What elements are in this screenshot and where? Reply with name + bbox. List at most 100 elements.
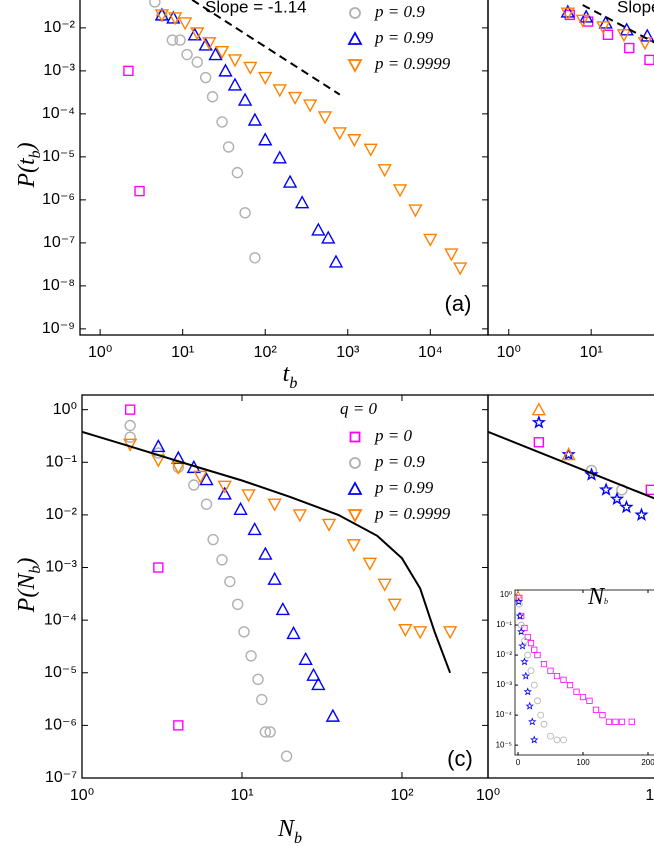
marker-triangle <box>171 450 186 464</box>
marker-triangle-down <box>442 626 458 640</box>
marker-triangle <box>578 9 594 23</box>
marker-star <box>520 657 529 666</box>
x-tick-label: 10⁰ <box>70 787 94 804</box>
y-tick-label: 10⁻⁶ <box>44 717 77 734</box>
marker-triangle <box>258 546 273 560</box>
legend-label: p = 0.9999 <box>374 54 451 73</box>
marker-star <box>619 499 634 514</box>
marker-triangle <box>294 195 310 209</box>
marker-triangle-down <box>243 61 258 75</box>
marker-circle <box>207 533 219 546</box>
marker-square <box>123 65 134 77</box>
fit-line <box>582 4 654 44</box>
y-tick-label: 10⁻⁵ <box>42 148 75 165</box>
marker-circle <box>553 736 561 744</box>
y-axis-label-sub: b <box>27 566 44 574</box>
marker-triangle <box>560 4 575 18</box>
marker-square <box>573 688 580 695</box>
marker-star <box>530 735 539 744</box>
marker-square <box>624 42 635 54</box>
marker-triangle <box>247 521 262 536</box>
panel: 10⁰10¹10²Slope = -1.14 <box>487 0 654 361</box>
marker-square <box>628 718 635 725</box>
marker-square <box>524 633 531 641</box>
marker-square <box>124 404 136 415</box>
marker-circle <box>224 575 236 588</box>
marker-circle <box>349 457 361 469</box>
plot-area <box>82 404 458 762</box>
marker-square <box>533 437 545 448</box>
marker-circle <box>222 141 235 153</box>
marker-circle <box>560 736 567 744</box>
marker-square <box>547 667 554 674</box>
marker-square <box>553 672 561 680</box>
marker-triangle-down <box>398 623 413 638</box>
x-tick-label: 10⁰ <box>497 344 521 361</box>
annotation: Slope = -1.14 <box>205 0 307 16</box>
panel: 0 100 200 10⁰ 10⁻¹ 10⁻² 10⁻³ 10⁻⁴ 10⁻⁵ Nb <box>495 584 654 767</box>
marker-triangle <box>298 651 313 666</box>
marker-triangle-down <box>616 29 632 43</box>
y-axis-label-main: P(t <box>14 157 40 189</box>
marker-square <box>599 712 606 719</box>
panel-label: (a) <box>445 291 472 316</box>
y-axis-label-end: ) <box>14 558 40 568</box>
marker-square <box>349 431 361 443</box>
x-axis-label: tb <box>283 361 298 392</box>
marker-square <box>560 676 567 683</box>
marker-star <box>523 687 532 696</box>
y-tick-label: 10⁰ <box>500 590 512 599</box>
marker-square <box>605 718 613 725</box>
marker-triangle-down <box>362 557 378 571</box>
marker-triangle-down <box>575 14 590 28</box>
marker-triangle-down <box>193 470 208 484</box>
y-axis-label-end: ) <box>14 142 40 152</box>
marker-triangle-down <box>413 626 428 640</box>
marker-triangle <box>218 63 233 77</box>
marker-triangle-down <box>202 37 217 51</box>
marker-triangle <box>166 10 181 24</box>
y-axis-label: P(Nb) <box>14 558 44 614</box>
marker-triangle <box>217 486 232 500</box>
marker-triangle <box>272 150 287 164</box>
marker-circle <box>174 34 186 46</box>
marker-circle <box>521 637 528 645</box>
marker-square <box>540 661 548 668</box>
marker-triangle <box>561 447 576 461</box>
y-tick-label: 10⁻⁴ <box>495 710 512 719</box>
marker-triangle-down <box>444 248 459 262</box>
marker-triangle-down <box>217 480 232 494</box>
marker-triangle <box>328 254 344 268</box>
y-tick-label: 10⁻⁵ <box>44 664 77 681</box>
marker-triangle <box>199 472 214 486</box>
x-tick-label: 200 <box>641 758 654 767</box>
x-axis-label-sub: b <box>294 830 302 846</box>
panel: 10⁰ 10¹ <box>476 394 654 804</box>
annotation: Slope = -1.14 <box>617 0 654 16</box>
marker-triangle-down <box>272 84 287 98</box>
marker-triangle-down <box>347 59 363 73</box>
x-axis-label-main: N <box>277 816 296 842</box>
panel-label: (c) <box>447 746 473 771</box>
marker-star <box>528 717 537 726</box>
marker-triangle <box>208 47 223 61</box>
marker-triangle-down <box>347 134 362 148</box>
y-tick-label: 10⁻³ <box>45 559 77 576</box>
y-tick-label: 10⁻⁴ <box>42 105 75 122</box>
marker-circle <box>530 681 538 689</box>
marker-square <box>579 693 587 701</box>
marker-triangle-down <box>177 17 193 31</box>
marker-circle <box>149 0 161 8</box>
marker-triangle-down <box>321 518 337 532</box>
marker-circle <box>534 697 541 705</box>
x-tick-label: 10² <box>390 787 414 804</box>
marker-triangle-down <box>387 598 402 612</box>
marker-triangle-down <box>214 45 230 60</box>
y-axis-label-main: P(N <box>14 572 40 614</box>
marker-star <box>561 447 576 461</box>
legend-label: p = 0 <box>374 426 412 445</box>
marker-triangle-down <box>317 111 333 125</box>
marker-triangle-down <box>302 99 318 113</box>
marker-star <box>525 701 534 710</box>
marker-triangle <box>531 402 547 416</box>
